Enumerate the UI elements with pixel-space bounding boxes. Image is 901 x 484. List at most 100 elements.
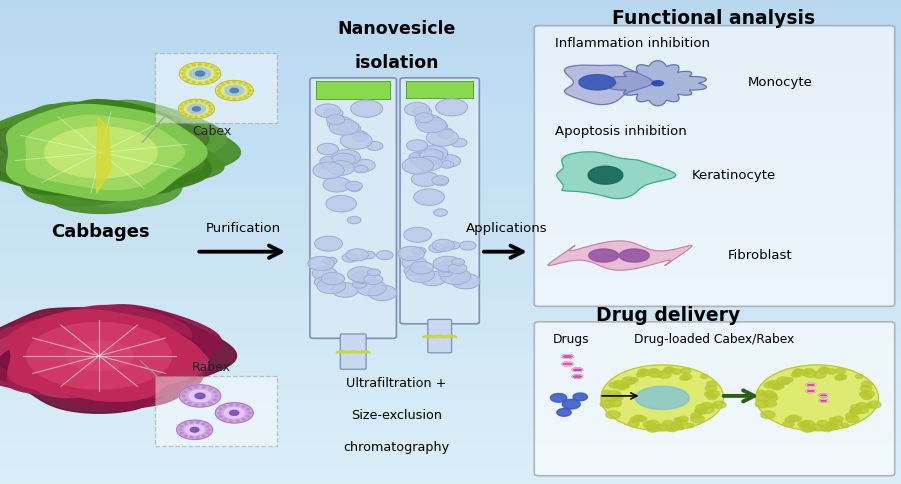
Polygon shape	[817, 421, 829, 426]
Polygon shape	[861, 394, 872, 399]
Polygon shape	[757, 391, 765, 395]
Polygon shape	[404, 266, 422, 275]
Polygon shape	[243, 84, 247, 86]
Polygon shape	[210, 108, 213, 110]
Polygon shape	[210, 66, 214, 68]
Polygon shape	[208, 388, 213, 390]
Polygon shape	[755, 400, 769, 408]
Polygon shape	[180, 108, 183, 110]
Polygon shape	[183, 76, 187, 78]
Bar	[0, 161, 901, 169]
Polygon shape	[317, 143, 339, 155]
Polygon shape	[860, 385, 872, 392]
Polygon shape	[768, 393, 777, 398]
Polygon shape	[423, 335, 435, 338]
FancyBboxPatch shape	[534, 26, 895, 306]
Polygon shape	[196, 422, 199, 423]
Polygon shape	[832, 425, 839, 430]
Polygon shape	[187, 79, 190, 81]
Polygon shape	[308, 257, 334, 271]
Bar	[0, 258, 901, 266]
Polygon shape	[348, 216, 361, 224]
Polygon shape	[183, 391, 187, 393]
Bar	[0, 468, 901, 476]
Polygon shape	[439, 131, 453, 139]
Polygon shape	[613, 393, 622, 398]
Polygon shape	[686, 424, 694, 428]
Polygon shape	[851, 405, 862, 411]
Bar	[0, 0, 901, 8]
Polygon shape	[214, 69, 217, 71]
Polygon shape	[649, 368, 659, 374]
Polygon shape	[805, 383, 816, 386]
Polygon shape	[701, 407, 714, 413]
Polygon shape	[348, 267, 376, 282]
Polygon shape	[202, 423, 205, 424]
Polygon shape	[222, 95, 225, 97]
Polygon shape	[802, 425, 811, 430]
Bar	[0, 16, 901, 24]
Text: Ultrafiltration +: Ultrafiltration +	[346, 377, 447, 390]
Text: Rabex: Rabex	[192, 361, 232, 374]
Polygon shape	[625, 379, 634, 384]
Polygon shape	[804, 368, 814, 374]
Polygon shape	[352, 280, 367, 288]
Polygon shape	[573, 393, 587, 401]
Polygon shape	[648, 424, 660, 431]
Polygon shape	[336, 155, 361, 168]
Polygon shape	[757, 394, 769, 401]
Polygon shape	[187, 388, 192, 390]
Bar	[0, 97, 901, 105]
Polygon shape	[764, 382, 775, 388]
Polygon shape	[423, 151, 448, 164]
Bar	[0, 234, 901, 242]
Polygon shape	[368, 285, 396, 301]
Polygon shape	[646, 421, 660, 428]
Bar	[0, 476, 901, 484]
Polygon shape	[695, 408, 705, 414]
Polygon shape	[562, 399, 580, 409]
Polygon shape	[451, 258, 464, 265]
Polygon shape	[777, 377, 791, 384]
Polygon shape	[415, 156, 442, 171]
Text: Cabbages: Cabbages	[51, 223, 150, 242]
FancyBboxPatch shape	[310, 78, 396, 338]
Polygon shape	[178, 429, 182, 431]
Polygon shape	[819, 394, 828, 396]
Polygon shape	[635, 386, 689, 409]
Polygon shape	[321, 158, 344, 170]
Text: Drugs: Drugs	[553, 333, 590, 346]
Polygon shape	[350, 100, 383, 117]
Polygon shape	[351, 131, 368, 139]
Bar	[0, 121, 901, 129]
Bar	[0, 153, 901, 161]
Polygon shape	[196, 71, 205, 76]
Polygon shape	[861, 381, 872, 387]
Polygon shape	[557, 152, 676, 198]
Polygon shape	[345, 182, 362, 191]
Bar	[0, 355, 901, 363]
Polygon shape	[772, 385, 781, 390]
Polygon shape	[643, 422, 655, 428]
Polygon shape	[680, 375, 689, 380]
Bar	[406, 81, 473, 98]
Polygon shape	[768, 380, 780, 388]
Polygon shape	[438, 269, 452, 277]
Polygon shape	[826, 369, 836, 374]
Polygon shape	[314, 277, 332, 287]
Bar	[0, 202, 901, 210]
Polygon shape	[352, 159, 375, 171]
Polygon shape	[223, 406, 226, 408]
Text: Keratinocyte: Keratinocyte	[692, 169, 777, 182]
Polygon shape	[198, 82, 202, 84]
Polygon shape	[812, 424, 823, 430]
Polygon shape	[851, 408, 861, 414]
Polygon shape	[185, 114, 187, 115]
Polygon shape	[792, 416, 802, 422]
FancyBboxPatch shape	[400, 78, 479, 324]
Polygon shape	[0, 310, 209, 397]
Polygon shape	[215, 403, 253, 423]
Polygon shape	[636, 373, 645, 377]
Bar	[0, 194, 901, 202]
Polygon shape	[189, 101, 193, 103]
